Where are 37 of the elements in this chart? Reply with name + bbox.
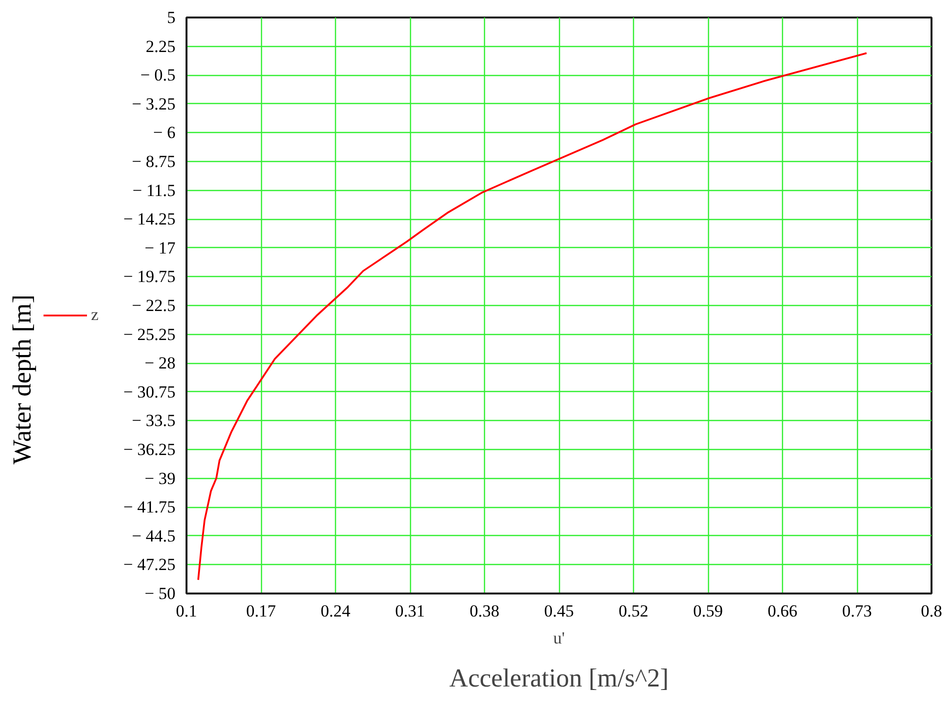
x-tick-label: 0.8	[920, 602, 942, 620]
x-axis-title: Acceleration [m/s^2]	[449, 664, 669, 692]
y-tick-label: − 39	[144, 468, 176, 488]
y-tick-label: − 44.5	[132, 526, 176, 546]
line-series	[197, 52, 868, 581]
y-tick-label: − 17	[144, 238, 176, 258]
x-tick-label: 0.31	[395, 602, 425, 620]
x-tick-label: 0.24	[320, 602, 351, 620]
x-tick-label: 0.1	[176, 602, 198, 620]
x-tick-label: 0.52	[618, 602, 648, 620]
x-tick-label: 0.66	[768, 602, 798, 620]
y-tick-label: − 47.25	[123, 555, 176, 574]
text: u'	[553, 628, 565, 648]
x-tick-label: 0.38	[470, 602, 500, 620]
y-tick-label: − 11.5	[132, 180, 176, 200]
y-tick-label: − 41.75	[123, 498, 176, 517]
y-tick-label: − 25.25	[123, 324, 176, 344]
x-tick-label: 0.45	[544, 602, 574, 620]
y-tick-label: − 3.25	[132, 94, 176, 114]
y-axis-title: Water depth [m]	[8, 294, 36, 464]
y-tick-label: − 36.25	[123, 440, 176, 459]
y-tick-label: − 6	[153, 123, 176, 142]
y-tick-label: − 30.75	[123, 382, 176, 402]
y-tick-label: 5	[167, 8, 176, 27]
x-tick-label: 0.73	[842, 602, 872, 620]
y-tick-label: − 8.75	[132, 152, 176, 171]
y-tick-label: − 22.5	[132, 296, 176, 315]
y-tick-label: − 14.25	[123, 210, 176, 229]
y-tick-label: − 33.5	[132, 411, 176, 430]
y-tick-label: − 19.75	[123, 267, 176, 286]
y-tick-label: − 0.5	[140, 66, 176, 85]
y-tick-label: − 50	[144, 584, 176, 603]
legend-label: z	[91, 305, 100, 325]
x-tick-label: 0.17	[246, 602, 276, 620]
x-tick-label: 0.59	[693, 602, 723, 620]
y-tick-label: 2.25	[146, 36, 176, 56]
y-tick-label: − 28	[144, 354, 176, 373]
